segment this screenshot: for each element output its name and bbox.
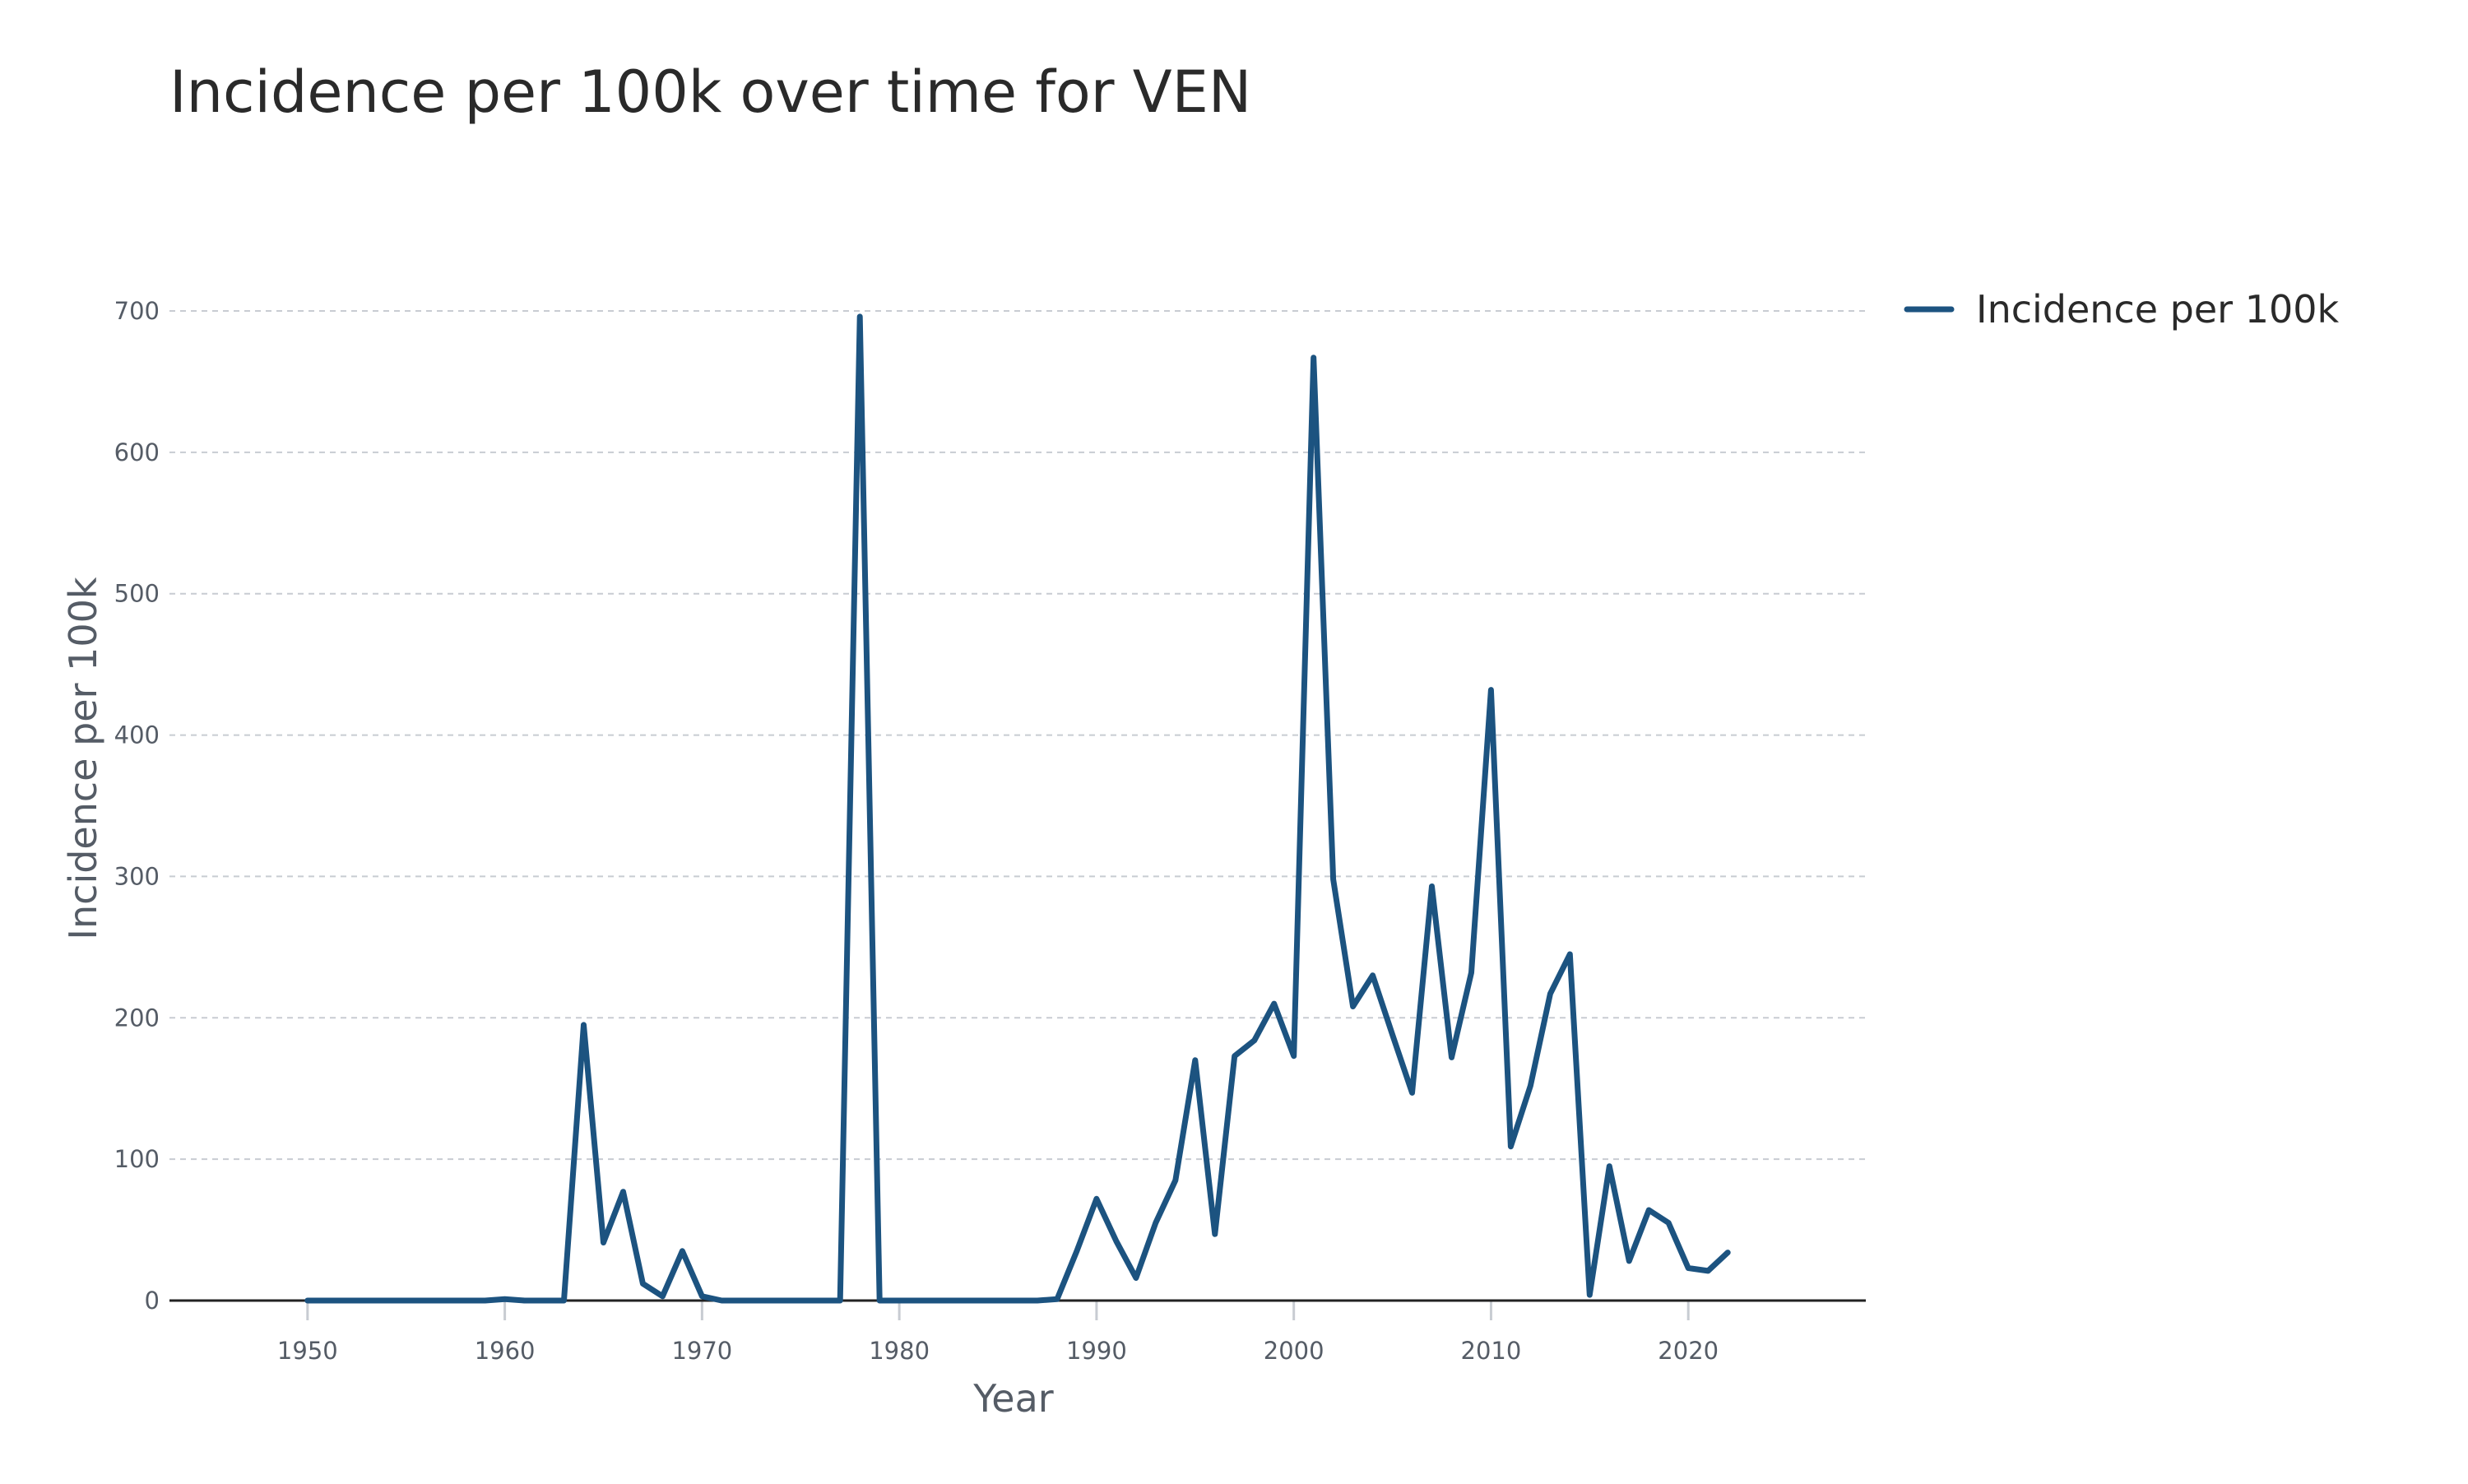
legend-item[interactable]: Incidence per 100k — [1904, 287, 2339, 332]
y-axis-tick-labels: 0 100 200 300 400 500 600 700 — [114, 297, 160, 1315]
x-tick-label: 1950 — [277, 1337, 338, 1365]
x-tick-label: 1960 — [475, 1337, 536, 1365]
x-axis-title: Year — [972, 1376, 1053, 1421]
x-tick-label: 2010 — [1461, 1337, 1522, 1365]
x-tick-label: 1980 — [869, 1337, 930, 1365]
x-axis-tick-labels: 1950 1960 1970 1980 1990 2000 2010 2020 — [277, 1301, 1719, 1365]
series-line-incidence[interactable] — [304, 313, 1731, 1304]
legend[interactable]: Incidence per 100k — [1904, 287, 2339, 332]
x-tick-label: 2000 — [1264, 1337, 1324, 1365]
y-axis-title: Incidence per 100k — [61, 577, 105, 939]
chart-title: Incidence per 100k over time for VEN — [169, 58, 1251, 126]
y-tick-label: 400 — [114, 721, 160, 749]
y-tick-label: 600 — [114, 438, 160, 466]
grid-lines — [169, 310, 1866, 1161]
x-tick-label: 2020 — [1658, 1337, 1719, 1365]
x-tick-label: 1970 — [671, 1337, 732, 1365]
y-tick-label: 200 — [114, 1004, 160, 1032]
y-tick-label: 100 — [114, 1145, 160, 1173]
y-tick-label: 700 — [114, 297, 160, 325]
legend-label: Incidence per 100k — [1976, 287, 2339, 332]
series-lines — [304, 313, 1731, 1304]
y-tick-label: 300 — [114, 862, 160, 890]
y-tick-label: 500 — [114, 580, 160, 608]
y-tick-label: 0 — [145, 1287, 160, 1315]
x-tick-label: 1990 — [1066, 1337, 1127, 1365]
